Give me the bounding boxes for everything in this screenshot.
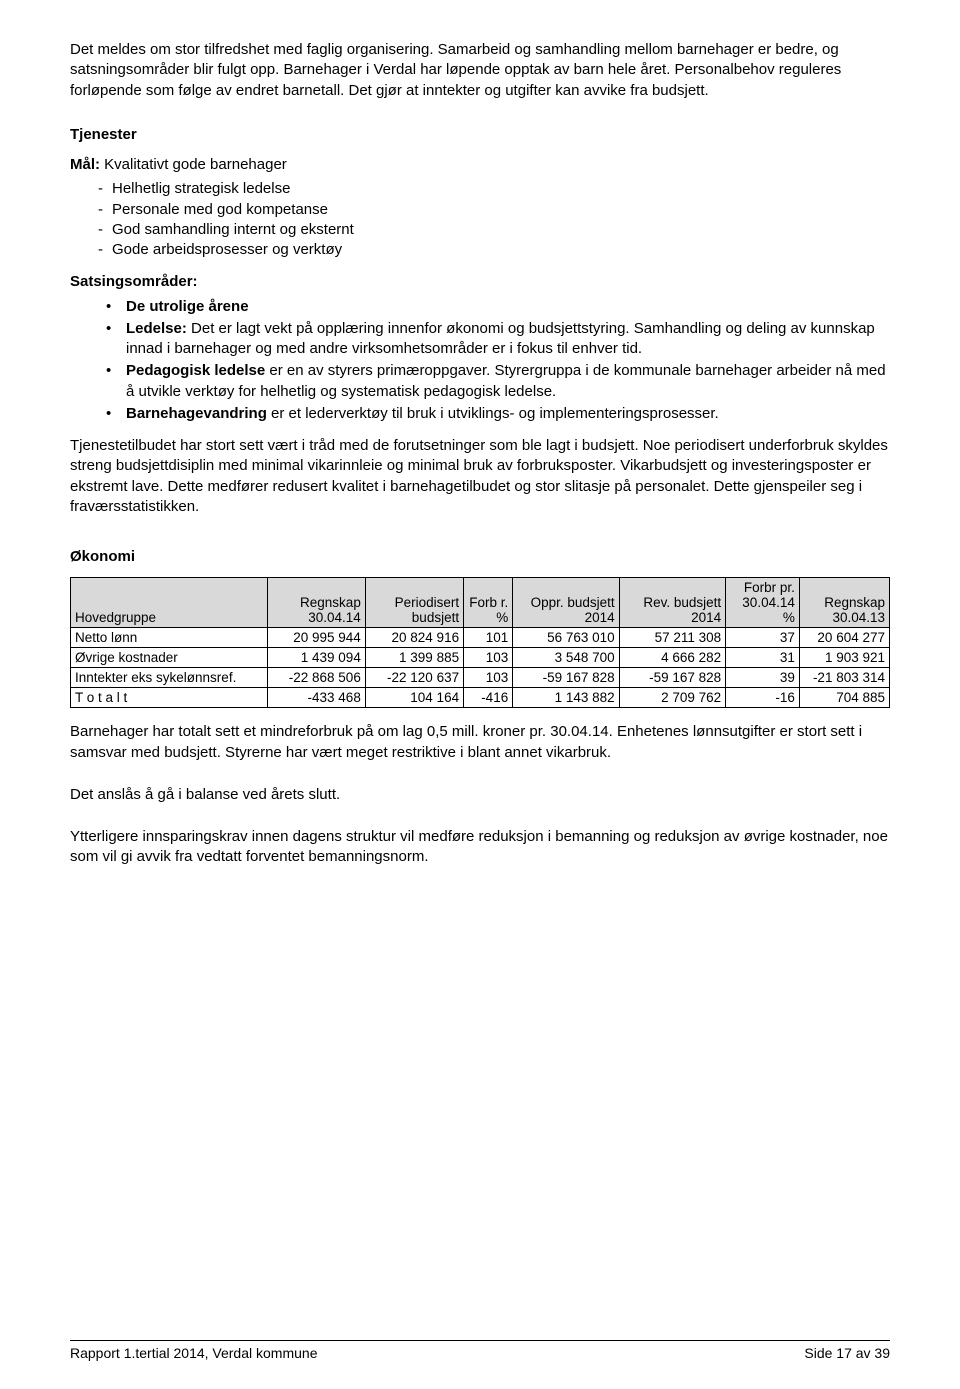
list-item: De utrolige årene: [106, 297, 890, 317]
sats-label: Satsingsområder:: [70, 272, 890, 292]
table-cell: -16: [726, 688, 800, 708]
table-header: Forb r. %: [464, 578, 513, 628]
table-cell: 20 604 277: [799, 628, 889, 648]
table-row: T o t a l t-433 468104 164-4161 143 8822…: [71, 688, 890, 708]
table-row: Øvrige kostnader1 439 0941 399 8851033 5…: [71, 648, 890, 668]
table-header: Forbr pr. 30.04.14 %: [726, 578, 800, 628]
table-header: Hovedgruppe: [71, 578, 268, 628]
list-item: Ledelse: Det er lagt vekt på opplæring i…: [106, 319, 890, 360]
intro-paragraph: Det meldes om stor tilfredshet med fagli…: [70, 40, 890, 101]
table-cell: 20 995 944: [267, 628, 365, 648]
table-cell: 31: [726, 648, 800, 668]
table-cell: Inntekter eks sykelønnsref.: [71, 668, 268, 688]
bullet-rest: Det er lagt vekt på opplæring innenfor ø…: [126, 320, 875, 357]
mal-text: Kvalitativt gode barnehager: [100, 156, 287, 173]
table-cell: Øvrige kostnader: [71, 648, 268, 668]
okonomi-p1: Barnehager har totalt sett et mindreforb…: [70, 722, 890, 763]
table-cell: -22 120 637: [365, 668, 463, 688]
list-item: Helhetlig strategisk ledelse: [70, 179, 890, 199]
table-cell: 104 164: [365, 688, 463, 708]
mal-label: Mål:: [70, 156, 100, 173]
table-row: Inntekter eks sykelønnsref.-22 868 506-2…: [71, 668, 890, 688]
table-cell: 39: [726, 668, 800, 688]
table-cell: -22 868 506: [267, 668, 365, 688]
table-cell: 56 763 010: [513, 628, 619, 648]
table-cell: Netto lønn: [71, 628, 268, 648]
okonomi-p3: Ytterligere innsparingskrav innen dagens…: [70, 827, 890, 868]
okonomi-p2: Det anslås å gå i balanse ved årets slut…: [70, 785, 890, 805]
table-header: Regnskap 30.04.14: [267, 578, 365, 628]
table-cell: 103: [464, 648, 513, 668]
table-header: Regnskap 30.04.13: [799, 578, 889, 628]
list-item: Pedagogisk ledelse er en av styrers prim…: [106, 361, 890, 402]
table-cell: 101: [464, 628, 513, 648]
footer-left: Rapport 1.tertial 2014, Verdal kommune: [70, 1345, 317, 1361]
table-cell: 1 143 882: [513, 688, 619, 708]
table-header: Oppr. budsjett 2014: [513, 578, 619, 628]
tjenester-heading: Tjenester: [70, 125, 890, 145]
list-item: Barnehagevandring er et lederverktøy til…: [106, 404, 890, 424]
list-item: Gode arbeidsprosesser og verktøy: [70, 240, 890, 260]
bullet-bold: Ledelse:: [126, 320, 187, 337]
sats-bullets: De utrolige årene Ledelse: Det er lagt v…: [70, 297, 890, 425]
okonomi-table: HovedgruppeRegnskap 30.04.14Periodisert …: [70, 577, 890, 708]
list-item: God samhandling internt og eksternt: [70, 220, 890, 240]
table-cell: -416: [464, 688, 513, 708]
table-cell: -59 167 828: [619, 668, 725, 688]
okonomi-heading: Økonomi: [70, 547, 890, 567]
bullet-rest: er et lederverktøy til bruk i utviklings…: [267, 405, 719, 422]
table-cell: 37: [726, 628, 800, 648]
table-cell: 704 885: [799, 688, 889, 708]
table-cell: -59 167 828: [513, 668, 619, 688]
table-cell: 2 709 762: [619, 688, 725, 708]
table-cell: 103: [464, 668, 513, 688]
footer-right: Side 17 av 39: [804, 1345, 890, 1361]
table-cell: 1 903 921: [799, 648, 889, 668]
page-footer: Rapport 1.tertial 2014, Verdal kommune S…: [70, 1340, 890, 1361]
table-cell: -433 468: [267, 688, 365, 708]
mal-line: Mål: Kvalitativt gode barnehager: [70, 155, 890, 175]
table-header: Rev. budsjett 2014: [619, 578, 725, 628]
list-item: Personale med god kompetanse: [70, 200, 890, 220]
table-cell: 1 439 094: [267, 648, 365, 668]
table-cell: 4 666 282: [619, 648, 725, 668]
table-cell: 1 399 885: [365, 648, 463, 668]
table-cell: 57 211 308: [619, 628, 725, 648]
bullet-bold: De utrolige årene: [126, 298, 249, 315]
tjenester-paragraph: Tjenestetilbudet har stort sett vært i t…: [70, 436, 890, 517]
table-cell: T o t a l t: [71, 688, 268, 708]
table-header: Periodisert budsjett: [365, 578, 463, 628]
table-cell: 20 824 916: [365, 628, 463, 648]
table-row: Netto lønn20 995 94420 824 91610156 763 …: [71, 628, 890, 648]
bullet-bold: Barnehagevandring: [126, 405, 267, 422]
bullet-bold: Pedagogisk ledelse: [126, 362, 265, 379]
mal-list: Helhetlig strategisk ledelse Personale m…: [70, 179, 890, 260]
table-cell: -21 803 314: [799, 668, 889, 688]
table-cell: 3 548 700: [513, 648, 619, 668]
